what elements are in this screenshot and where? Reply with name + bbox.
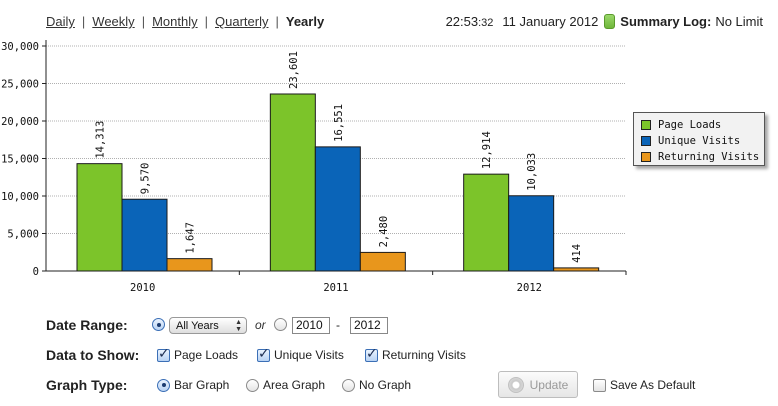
bar-value-label: 9,570 (140, 163, 152, 195)
summary-log-label: Summary Log: (620, 14, 712, 29)
page-loads-option-label[interactable]: Page Loads (174, 348, 239, 362)
bar-chart: 0 5,000 10,000 15,000 20,000 25,000 30,000 2010… (1, 40, 627, 294)
y-tick-label: 25,000 (1, 79, 39, 91)
bar-graph-option[interactable]: Bar Graph (157, 378, 229, 392)
period-quarterly-link[interactable]: Quarterly (215, 14, 269, 29)
date-range-label: Date Range: (46, 317, 128, 333)
bar-value-label: 12,914 (481, 131, 493, 169)
clock: 22:53:32 (446, 14, 494, 29)
bar (359, 251, 406, 272)
period-nav: Daily | Weekly | Monthly | Quarterly | Y… (46, 14, 324, 29)
no-graph-option[interactable]: No Graph (342, 378, 411, 392)
period-weekly-link[interactable]: Weekly (92, 14, 135, 29)
legend-swatch (641, 152, 651, 162)
area-graph-option-label[interactable]: Area Graph (263, 378, 326, 392)
date-range-custom-radio-wrap (274, 318, 291, 331)
y-tick-label: 0 (33, 266, 39, 278)
period-yearly-link[interactable]: Yearly (285, 14, 325, 29)
bar-value-label: 414 (571, 244, 583, 263)
no-graph-option-label[interactable]: No Graph (359, 378, 412, 392)
bar (463, 173, 510, 272)
y-tick-label: 5,000 (7, 229, 39, 241)
show-page-loads-option[interactable]: ✓ Page Loads (157, 345, 239, 362)
check-icon: ✓ (366, 344, 378, 361)
period-separator: | (204, 14, 208, 29)
year-range-select[interactable]: All Years ▲ ▼ (169, 317, 247, 334)
bar-value-label: 14,313 (95, 121, 107, 159)
summary-log-value: No Limit (715, 14, 763, 29)
returning-visits-option-label[interactable]: Returning Visits (382, 348, 466, 362)
current-date: 11 January 2012 (502, 14, 599, 29)
bar (314, 146, 361, 272)
bar-value-label: 23,601 (288, 51, 300, 89)
x-tick-label: 2010 (130, 282, 155, 294)
clock-seconds: :32 (478, 17, 494, 29)
bar (508, 195, 555, 272)
x-tick-label: 2011 (323, 282, 348, 294)
period-separator: | (275, 14, 279, 29)
bar-value-label: 10,033 (526, 153, 538, 191)
bar-graph-radio[interactable] (157, 378, 170, 392)
date-range-select-radio[interactable] (152, 318, 165, 331)
period-monthly-link[interactable]: Monthly (152, 14, 198, 29)
bar-value-label: 2,480 (378, 216, 390, 248)
bar (76, 163, 123, 272)
y-tick-label: 20,000 (1, 116, 39, 128)
no-graph-radio[interactable] (342, 378, 355, 392)
range-dash: - (336, 318, 340, 332)
date-range-select-radio-wrap (152, 318, 169, 331)
save-as-default-label[interactable]: Save As Default (610, 378, 696, 392)
bar (121, 198, 168, 272)
period-daily-link[interactable]: Daily (46, 14, 75, 29)
bar-graph-option-label[interactable]: Bar Graph (174, 378, 230, 392)
area-graph-radio[interactable] (246, 378, 259, 392)
legend-swatch (641, 136, 651, 146)
page-loads-checkbox[interactable]: ✓ (157, 345, 170, 362)
period-separator: | (81, 14, 86, 29)
bar-value-label: 16,551 (333, 104, 345, 142)
unique-visits-option-label[interactable]: Unique Visits (274, 348, 344, 362)
show-returning-visits-option[interactable]: ✓ Returning Visits (365, 345, 466, 362)
refresh-icon (507, 376, 524, 393)
status-bar: 22:53:32 11 January 2012 Summary Log: No… (446, 14, 763, 29)
legend-label: Unique Visits (658, 135, 741, 147)
date-range-custom-radio[interactable] (274, 318, 287, 331)
legend-item-unique-visits: Unique Visits (641, 133, 764, 149)
to-year-input[interactable]: 2012 (350, 317, 388, 334)
bar (269, 93, 316, 272)
legend-item-returning-visits: Returning Visits (641, 149, 764, 165)
bar (166, 258, 213, 272)
save-as-default-option[interactable]: Save As Default (593, 378, 695, 392)
legend-item-page-loads: Page Loads (641, 117, 764, 133)
update-button-label: Update (529, 377, 569, 392)
year-range-select-value: All Years (176, 319, 219, 332)
x-tick-label: 2012 (517, 282, 542, 294)
legend-label: Page Loads (658, 119, 722, 131)
or-text: or (255, 318, 266, 332)
bar (553, 267, 600, 272)
returning-visits-checkbox[interactable]: ✓ (365, 345, 378, 362)
area-graph-option[interactable]: Area Graph (246, 378, 325, 392)
from-year-input[interactable]: 2010 (292, 317, 330, 334)
show-unique-visits-option[interactable]: ✓ Unique Visits (257, 345, 344, 362)
data-to-show-label: Data to Show: (46, 347, 140, 363)
unique-visits-checkbox[interactable]: ✓ (257, 345, 270, 362)
legend-label: Returning Visits (658, 151, 760, 163)
bar-value-label: 1,647 (185, 222, 197, 254)
select-arrows-icon: ▲ ▼ (235, 319, 242, 333)
y-tick-label: 10,000 (1, 191, 39, 203)
period-separator: | (141, 14, 146, 29)
graph-type-label: Graph Type: (46, 377, 128, 393)
update-button[interactable]: Update (498, 371, 578, 398)
clock-hm: 22:53 (445, 14, 479, 29)
chart-legend: Page Loads Unique Visits Returning Visit… (633, 112, 765, 166)
check-icon: ✓ (158, 344, 170, 361)
save-as-default-checkbox[interactable] (593, 378, 606, 392)
check-icon: ✓ (258, 344, 270, 361)
legend-swatch (641, 120, 651, 130)
y-tick-label: 15,000 (1, 154, 39, 166)
y-tick-label: 30,000 (1, 41, 39, 53)
summary-log-icon (604, 14, 616, 29)
